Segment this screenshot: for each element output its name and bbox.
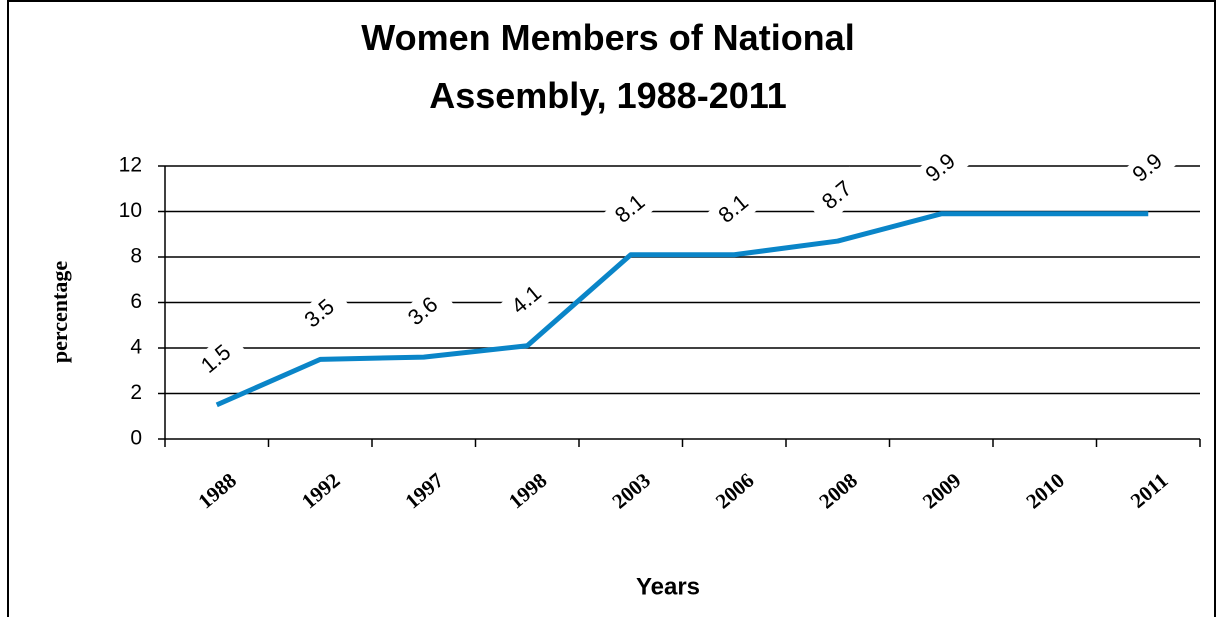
data-label-bg — [703, 180, 766, 240]
chart-frame — [7, 0, 1216, 617]
y-tick-label: 4 — [130, 336, 142, 359]
data-label-bg — [1117, 139, 1180, 199]
data-label-bg — [599, 180, 662, 240]
data-label-group: 3.6 — [392, 282, 455, 342]
data-label-bg — [806, 166, 869, 226]
x-axis-title: Years — [636, 573, 700, 600]
data-label-bg — [910, 139, 973, 199]
y-tick-label: 8 — [130, 245, 142, 268]
chart-title: Women Members of National Assembly, 1988-… — [361, 17, 854, 116]
y-axis-title: percentage — [47, 261, 72, 363]
data-line — [215, 211, 1149, 408]
data-label-bg — [185, 330, 248, 390]
data-label-bg — [392, 282, 455, 342]
y-tick-label: 10 — [119, 199, 142, 222]
data-label-bg — [496, 271, 559, 331]
y-tick-label: 12 — [119, 154, 142, 177]
y-tick-label: 6 — [130, 290, 142, 313]
data-label-bg — [289, 284, 352, 344]
y-tick-label: 0 — [130, 427, 142, 450]
y-tick-label: 2 — [130, 381, 142, 404]
